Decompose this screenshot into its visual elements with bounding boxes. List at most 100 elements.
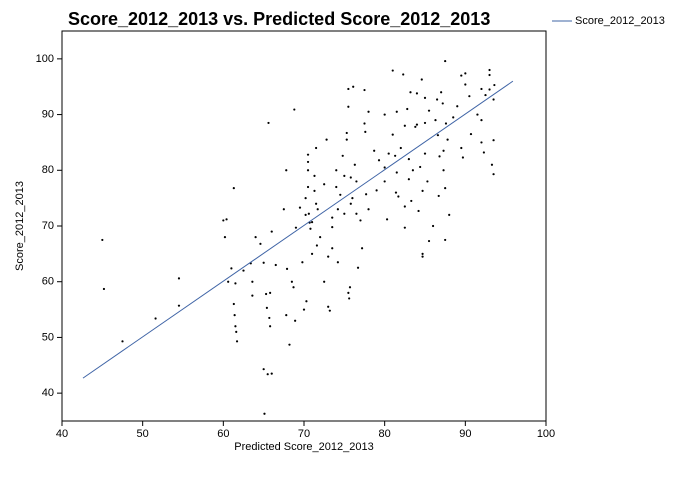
point	[254, 236, 257, 239]
point	[391, 133, 394, 136]
x-tick-label: 40	[56, 428, 68, 440]
point	[267, 121, 270, 125]
point	[464, 83, 467, 86]
point	[417, 209, 420, 213]
point	[403, 226, 406, 229]
point	[270, 230, 273, 233]
point	[262, 368, 265, 371]
point	[442, 149, 445, 152]
point	[356, 266, 360, 269]
point	[288, 343, 291, 346]
point	[488, 68, 491, 72]
point	[323, 280, 326, 283]
fit-line	[82, 80, 514, 379]
point	[270, 372, 273, 375]
point	[480, 87, 483, 91]
point	[335, 169, 338, 172]
point	[385, 218, 389, 221]
point	[177, 277, 181, 280]
point	[304, 213, 307, 216]
point	[383, 113, 386, 116]
point	[403, 205, 406, 208]
point	[121, 340, 124, 343]
point	[409, 91, 412, 94]
point	[460, 146, 463, 150]
point	[331, 226, 334, 229]
point	[442, 169, 445, 172]
y-tick-label: 70	[42, 220, 54, 232]
point	[227, 280, 230, 283]
point	[251, 294, 254, 297]
legend-label: Score_2012_2013	[575, 15, 665, 27]
point	[262, 261, 265, 264]
point	[452, 116, 455, 119]
point	[394, 191, 398, 194]
point	[365, 193, 368, 196]
point	[407, 178, 410, 181]
x-tick-label: 80	[379, 428, 391, 440]
point	[373, 149, 376, 152]
point	[482, 151, 485, 154]
point	[394, 154, 397, 157]
point	[225, 218, 228, 221]
point	[476, 113, 479, 116]
point	[310, 252, 314, 255]
point	[306, 160, 310, 164]
point	[480, 141, 483, 144]
point	[383, 180, 386, 183]
y-tick-label: 80	[42, 164, 54, 176]
point	[232, 187, 235, 190]
y-tick-label: 50	[42, 331, 54, 343]
point	[484, 93, 487, 97]
point	[101, 238, 104, 242]
point	[464, 72, 467, 75]
point	[415, 123, 419, 126]
point	[427, 239, 431, 243]
point	[383, 166, 386, 169]
point	[285, 314, 288, 317]
point	[336, 261, 339, 264]
point	[363, 122, 366, 125]
point	[235, 340, 239, 343]
point	[323, 183, 326, 186]
point	[306, 169, 310, 172]
point	[436, 134, 440, 137]
point	[285, 267, 289, 270]
point	[407, 158, 410, 161]
point	[397, 195, 400, 198]
point	[301, 261, 304, 264]
point	[421, 255, 424, 258]
point	[387, 152, 390, 155]
point	[438, 155, 441, 158]
point	[367, 110, 370, 113]
point	[305, 300, 308, 303]
point	[269, 325, 272, 328]
point	[420, 78, 423, 81]
point	[448, 213, 451, 216]
point	[492, 98, 495, 101]
point	[292, 286, 295, 289]
point	[294, 226, 298, 229]
point	[493, 83, 496, 87]
point	[306, 153, 310, 156]
chart-title: Score_2012_2013 vs. Predicted Score_2012…	[68, 9, 490, 29]
point	[274, 263, 277, 267]
point	[315, 244, 319, 247]
point	[351, 197, 354, 200]
point	[177, 304, 181, 307]
point	[363, 88, 366, 92]
point	[415, 92, 419, 95]
point	[353, 163, 356, 166]
point	[235, 330, 238, 333]
point	[328, 309, 331, 312]
point	[421, 189, 424, 192]
point	[315, 202, 318, 205]
point	[335, 185, 338, 189]
point	[440, 91, 443, 94]
point	[336, 208, 339, 211]
point	[319, 236, 322, 239]
point	[349, 176, 352, 179]
point	[427, 109, 431, 112]
point	[395, 171, 398, 174]
